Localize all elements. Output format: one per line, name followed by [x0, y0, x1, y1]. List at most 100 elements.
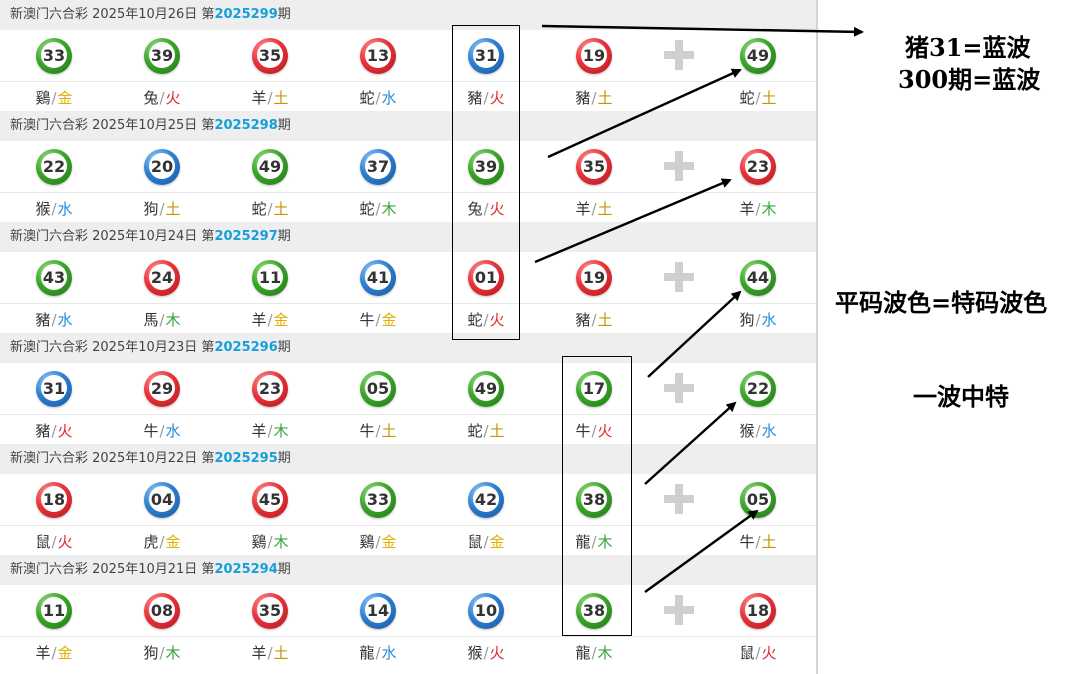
zodiac-element-label: 豬/火	[0, 420, 108, 441]
slash-separator: /	[267, 311, 273, 329]
zodiac-sign: 鷄	[251, 533, 267, 551]
element-name: 金	[273, 311, 289, 329]
regular-number-cell: 49 蛇/土	[432, 363, 540, 444]
zodiac-sign: 蛇	[251, 200, 267, 218]
ball-number: 49	[473, 375, 499, 401]
regular-number-cell: 35 羊/土	[216, 30, 324, 111]
regular-number-cell: 33 鷄/金	[0, 30, 108, 111]
zodiac-element-label: 鼠/火	[0, 531, 108, 552]
zodiac-sign: 蛇	[467, 311, 483, 329]
ball-number: 31	[41, 375, 67, 401]
ball-number: 23	[257, 375, 283, 401]
issue-number[interactable]: 2025299	[214, 7, 278, 22]
ball-number: 45	[257, 486, 283, 512]
ball-number: 08	[149, 597, 175, 623]
zodiac-element-label: 猴/水	[704, 420, 812, 441]
slash-separator: /	[51, 200, 57, 218]
red-ball: 45	[252, 482, 288, 518]
draw-date-label: 新澳门六合彩 2025年10月22日 第	[10, 451, 215, 466]
row-divider	[0, 303, 816, 304]
zodiac-element-label: 龍/水	[324, 642, 432, 663]
draw-date-label: 新澳门六合彩 2025年10月25日 第	[10, 118, 215, 133]
green-ball: 22	[740, 371, 776, 407]
zodiac-element-label: 牛/土	[324, 420, 432, 441]
zodiac-element-label: 羊/金	[0, 642, 108, 663]
row-divider	[0, 81, 816, 82]
element-name: 火	[489, 89, 505, 107]
annotation-note-blue-wave-1: 猪31=蓝波	[905, 33, 1031, 62]
red-ball: 24	[144, 260, 180, 296]
zodiac-element-label: 兔/火	[432, 198, 540, 219]
issue-number[interactable]: 2025298	[214, 118, 278, 133]
regular-number-cell: 45 鷄/木	[216, 474, 324, 555]
slash-separator: /	[159, 533, 165, 551]
green-ball: 11	[36, 593, 72, 629]
issue-number[interactable]: 2025297	[214, 229, 278, 244]
regular-number-cell: 35 羊/土	[540, 141, 648, 222]
ball-number: 17	[581, 375, 607, 401]
issue-suffix: 期	[277, 118, 291, 133]
element-name: 木	[273, 533, 289, 551]
ball-number: 10	[473, 597, 499, 623]
issue-suffix: 期	[277, 229, 291, 244]
regular-number-cell: 22 猴/水	[0, 141, 108, 222]
zodiac-sign: 蛇	[359, 200, 375, 218]
zodiac-sign: 龍	[575, 644, 591, 662]
slash-separator: /	[591, 533, 597, 551]
zodiac-element-label: 鼠/火	[704, 642, 812, 663]
ball-number: 49	[257, 153, 283, 179]
slash-separator: /	[267, 200, 273, 218]
ball-number: 44	[745, 264, 771, 290]
regular-number-cell: 38 龍/木	[540, 474, 648, 555]
green-ball: 33	[360, 482, 396, 518]
green-ball: 43	[36, 260, 72, 296]
regular-number-cell: 38 龍/木	[540, 585, 648, 666]
zodiac-sign: 鼠	[35, 533, 51, 551]
green-ball: 05	[360, 371, 396, 407]
draw-header: 新澳门六合彩 2025年10月22日 第2025295期	[0, 444, 816, 474]
zodiac-sign: 羊	[251, 89, 267, 107]
zodiac-element-label: 鷄/木	[216, 531, 324, 552]
element-name: 水	[381, 644, 397, 662]
zodiac-element-label: 豬/火	[432, 87, 540, 108]
slash-separator: /	[375, 533, 381, 551]
green-ball: 49	[252, 149, 288, 185]
ball-number: 39	[473, 153, 499, 179]
issue-suffix: 期	[277, 562, 291, 577]
ball-number: 35	[581, 153, 607, 179]
zodiac-sign: 羊	[739, 200, 755, 218]
element-name: 土	[489, 422, 505, 440]
regular-number-cell: 19 豬/土	[540, 252, 648, 333]
element-name: 火	[57, 533, 73, 551]
slash-separator: /	[51, 311, 57, 329]
slash-separator: /	[755, 422, 761, 440]
ball-number: 14	[365, 597, 391, 623]
blue-ball: 20	[144, 149, 180, 185]
zodiac-element-label: 豬/水	[0, 309, 108, 330]
special-number-cell: 44 狗/水	[704, 252, 812, 333]
regular-number-cell: 39 兔/火	[108, 30, 216, 111]
zodiac-sign: 蛇	[739, 89, 755, 107]
element-name: 土	[597, 89, 613, 107]
draw-header: 新澳门六合彩 2025年10月24日 第2025297期	[0, 222, 816, 252]
ball-number: 37	[365, 153, 391, 179]
slash-separator: /	[51, 533, 57, 551]
element-name: 土	[597, 200, 613, 218]
blue-ball: 42	[468, 482, 504, 518]
draw-row: 新澳门六合彩 2025年10月24日 第2025297期 43 豬/水 24 馬/木 11…	[0, 222, 816, 333]
green-ball: 11	[252, 260, 288, 296]
zodiac-sign: 豬	[35, 311, 51, 329]
zodiac-element-label: 羊/金	[216, 309, 324, 330]
element-name: 火	[489, 200, 505, 218]
red-ball: 35	[252, 38, 288, 74]
issue-number[interactable]: 2025295	[214, 451, 278, 466]
special-number-cell: 22 猴/水	[704, 363, 812, 444]
ball-number: 11	[257, 264, 283, 290]
regular-number-cell: 11 羊/金	[0, 585, 108, 666]
issue-number[interactable]: 2025294	[214, 562, 278, 577]
annotation-note-color-rule: 平码波色=特码波色	[835, 288, 1048, 317]
issue-number[interactable]: 2025296	[214, 340, 278, 355]
issue-suffix: 期	[277, 7, 291, 22]
regular-number-cell: 35 羊/土	[216, 585, 324, 666]
blue-ball: 14	[360, 593, 396, 629]
